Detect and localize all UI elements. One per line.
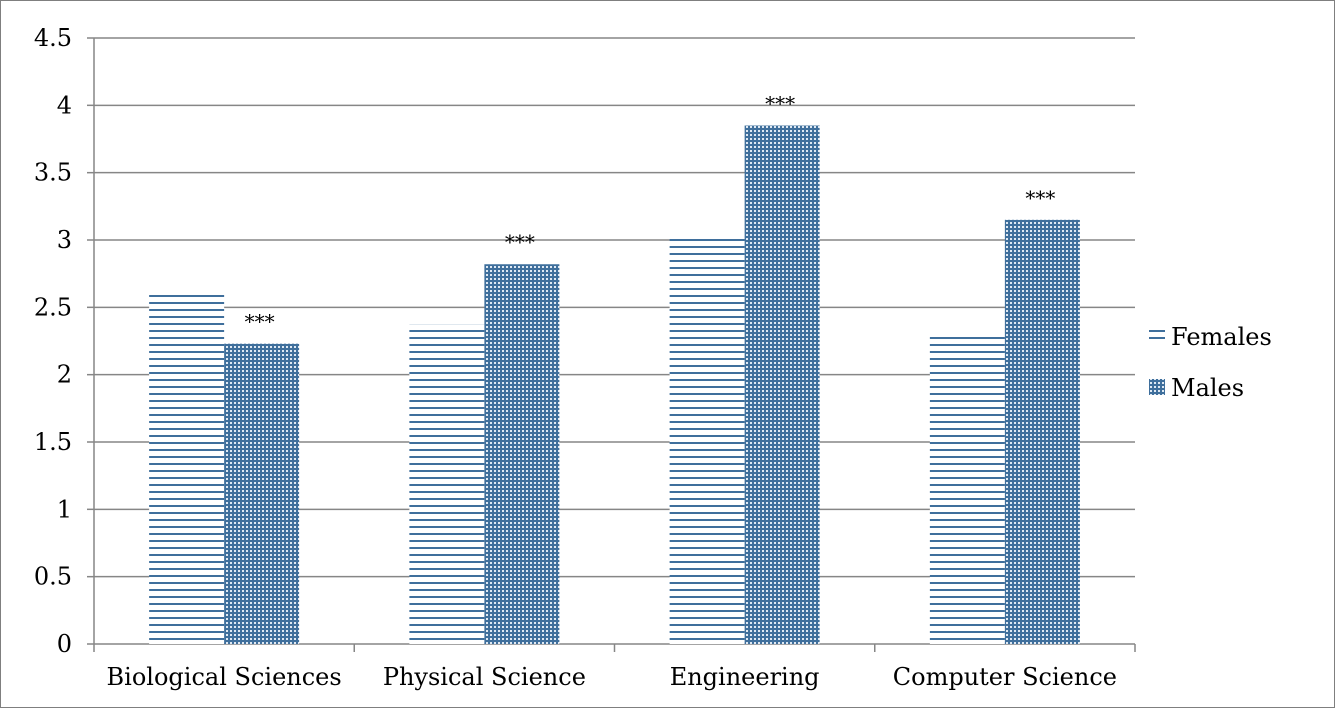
y-tick-label: 1	[57, 495, 72, 523]
legend-label-males: Males	[1171, 374, 1244, 402]
y-tick-label: 2.5	[34, 293, 72, 321]
x-category-label: Computer Science	[893, 663, 1117, 691]
y-tick-label: 0.5	[34, 563, 72, 591]
x-category-label: Engineering	[670, 663, 820, 691]
bar-females	[149, 293, 225, 644]
y-tick-label: 4.5	[34, 24, 72, 52]
bar-males	[224, 343, 300, 644]
legend-swatch-males	[1149, 379, 1165, 395]
x-category-label: Physical Science	[383, 663, 586, 691]
bars	[149, 125, 1080, 645]
significance-label: ***	[245, 310, 275, 334]
bar-females	[929, 334, 1005, 644]
legend: Females Males	[1149, 323, 1272, 402]
bar-males	[1004, 219, 1080, 645]
bar-females	[409, 324, 485, 644]
significance-label: ***	[1025, 186, 1055, 210]
y-tick-label: 3.5	[34, 159, 72, 187]
significance-label: ***	[765, 92, 795, 116]
y-tick-label: 4	[57, 91, 72, 119]
bar-females	[669, 235, 745, 644]
legend-swatch-females	[1149, 328, 1165, 344]
legend-label-females: Females	[1171, 323, 1272, 351]
y-tick-label: 2	[57, 361, 72, 389]
y-tick-label: 0	[57, 630, 72, 658]
significance-label: ***	[505, 230, 535, 254]
bar-males	[744, 125, 820, 645]
x-category-label: Biological Sciences	[107, 663, 342, 691]
y-tick-label: 3	[57, 226, 72, 254]
y-tick-label: 1.5	[34, 428, 72, 456]
bar-males	[484, 264, 560, 644]
labels: 0 0.5 1 1.5 2 2.5 3 3.5 4 4.5 *** Biological Scienc…	[34, 24, 1117, 691]
